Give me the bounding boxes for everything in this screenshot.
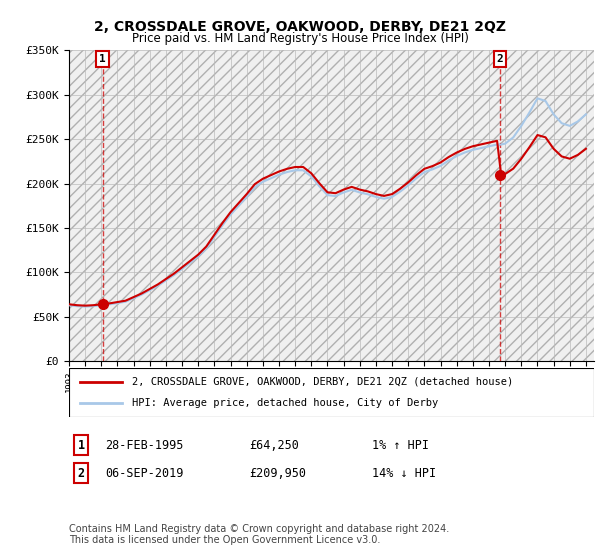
FancyBboxPatch shape [69, 368, 594, 417]
Text: £209,950: £209,950 [249, 466, 306, 480]
Text: Contains HM Land Registry data © Crown copyright and database right 2024.
This d: Contains HM Land Registry data © Crown c… [69, 524, 449, 545]
Text: Price paid vs. HM Land Registry's House Price Index (HPI): Price paid vs. HM Land Registry's House … [131, 32, 469, 45]
Text: 28-FEB-1995: 28-FEB-1995 [105, 438, 184, 452]
Text: 2, CROSSDALE GROVE, OAKWOOD, DERBY, DE21 2QZ (detached house): 2, CROSSDALE GROVE, OAKWOOD, DERBY, DE21… [132, 377, 513, 387]
Text: 1% ↑ HPI: 1% ↑ HPI [372, 438, 429, 452]
Text: 2: 2 [496, 54, 503, 64]
Text: HPI: Average price, detached house, City of Derby: HPI: Average price, detached house, City… [132, 398, 438, 408]
Text: 2, CROSSDALE GROVE, OAKWOOD, DERBY, DE21 2QZ: 2, CROSSDALE GROVE, OAKWOOD, DERBY, DE21… [94, 20, 506, 34]
Text: £64,250: £64,250 [249, 438, 299, 452]
Text: 14% ↓ HPI: 14% ↓ HPI [372, 466, 436, 480]
Text: 2: 2 [77, 466, 85, 480]
Text: 1: 1 [77, 438, 85, 452]
Text: 06-SEP-2019: 06-SEP-2019 [105, 466, 184, 480]
Text: 1: 1 [99, 54, 106, 64]
